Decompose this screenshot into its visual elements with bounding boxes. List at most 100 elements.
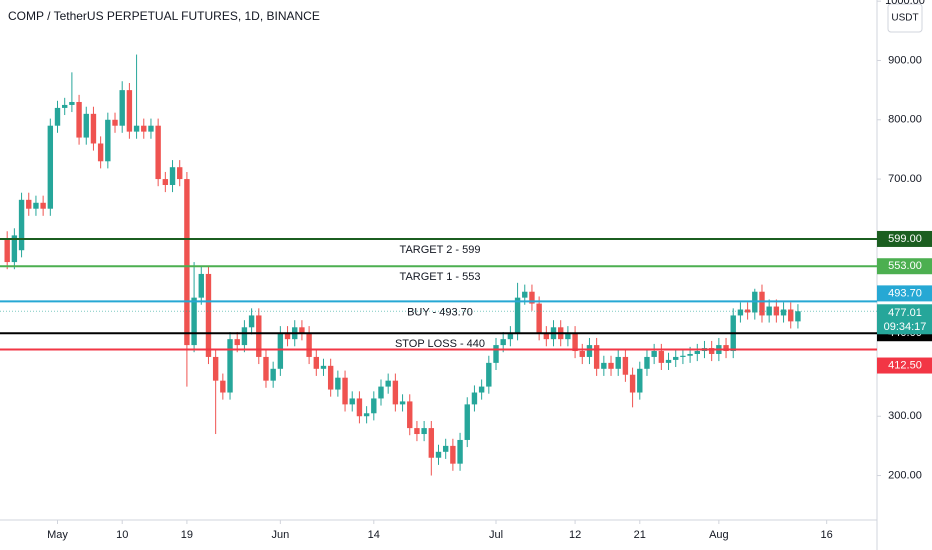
candle-body	[637, 368, 643, 393]
candle-body	[349, 398, 355, 405]
candle-body	[18, 199, 25, 251]
candle-body	[486, 362, 492, 387]
level-price-box	[877, 285, 932, 302]
level-price-box	[877, 258, 932, 275]
y-tick-label: 1000.00	[885, 0, 925, 7]
candle-body	[421, 428, 427, 435]
candle-body	[220, 380, 226, 393]
candle-body	[61, 104, 68, 108]
candle-body	[780, 309, 787, 316]
candle-body	[227, 339, 233, 393]
candle-body	[471, 392, 478, 405]
candle-body	[40, 202, 46, 209]
x-tick-label: 12	[569, 529, 581, 541]
candle-body	[651, 351, 657, 357]
candle-body	[478, 386, 485, 393]
candle-body	[644, 356, 650, 369]
candle-body	[4, 238, 10, 263]
candle-body	[90, 113, 97, 144]
y-tick-label: 900.00	[888, 54, 922, 66]
candle-body	[169, 167, 176, 185]
candle-body	[723, 345, 729, 352]
candle-body	[148, 125, 154, 132]
candle-body	[342, 377, 348, 405]
candle-body	[26, 199, 32, 209]
candle-body	[105, 119, 111, 162]
candle-body	[572, 333, 578, 352]
currency: USDT	[891, 13, 918, 24]
candle-body	[464, 404, 470, 440]
x-tick-label: Jun	[271, 529, 289, 541]
candle-body	[112, 119, 118, 126]
candle-body	[133, 125, 140, 132]
candle-body	[493, 345, 499, 363]
countdown-label: 09:34:17	[884, 321, 927, 333]
candle-body	[680, 355, 686, 357]
level-price-label: 412.50	[888, 359, 922, 371]
candle-body	[284, 333, 291, 340]
candle-body	[399, 401, 406, 405]
candle-body	[385, 380, 391, 387]
candle-body	[270, 368, 276, 381]
candle-body	[191, 297, 197, 346]
level-text: TARGET 1 - 553	[400, 271, 481, 283]
candle-body	[694, 351, 700, 354]
candle-body	[306, 333, 312, 357]
x-tick-label: 19	[181, 529, 193, 541]
candle-body	[601, 362, 607, 369]
candle-body	[788, 309, 794, 322]
chart-title: COMP / TetherUS PERPETUAL FUTURES, 1D, B…	[8, 9, 320, 23]
candle-body	[241, 327, 248, 346]
candle-body	[97, 143, 104, 162]
level-text: TARGET 2 - 599	[400, 244, 481, 256]
candle-body	[608, 362, 614, 369]
level-price-label: 553.00	[888, 260, 922, 272]
y-tick-label: 300.00	[888, 410, 922, 422]
candle-body	[737, 309, 744, 316]
candle-body	[356, 398, 363, 417]
candle-body	[407, 401, 413, 429]
candle-body	[76, 101, 82, 138]
candle-body	[299, 327, 305, 334]
candle-body	[33, 202, 39, 209]
candle-body	[507, 333, 514, 340]
candle-body	[435, 451, 442, 458]
y-tick-label: 200.00	[888, 469, 922, 481]
candle-body	[622, 356, 629, 375]
candle-body	[141, 125, 147, 132]
candle-body	[205, 273, 212, 357]
candle-body	[708, 348, 715, 354]
x-tick-label: 14	[368, 529, 380, 541]
candle-body	[514, 297, 521, 334]
candle-body	[428, 428, 435, 458]
candle-body	[629, 374, 636, 393]
currency-box[interactable]	[887, 3, 923, 33]
candle-body	[658, 351, 665, 363]
candle-body	[119, 90, 125, 126]
candle-body	[522, 291, 528, 298]
candle-body	[47, 125, 54, 209]
x-tick-label: 21	[634, 529, 646, 541]
candle-body	[126, 90, 133, 132]
candle-body	[248, 315, 255, 328]
x-tick-label: Aug	[709, 529, 729, 541]
candle-body	[371, 398, 377, 414]
level-price-box	[877, 357, 932, 374]
candle-body	[256, 315, 262, 357]
level-price-label: 493.70	[888, 287, 922, 299]
level-text: STOP LOSS - 440	[395, 338, 485, 350]
y-tick-label: 700.00	[888, 173, 922, 185]
candle-body	[593, 345, 600, 369]
level-price-label: 599.00	[888, 233, 922, 245]
candle-body	[378, 386, 384, 399]
candle-body	[795, 311, 801, 322]
candle-body	[586, 345, 593, 357]
y-tick-label: 800.00	[888, 114, 922, 126]
candle-body	[773, 306, 780, 316]
candle-body	[335, 377, 341, 390]
candle-body	[54, 107, 61, 126]
level-price-box	[877, 230, 932, 247]
candle-body	[392, 380, 399, 405]
